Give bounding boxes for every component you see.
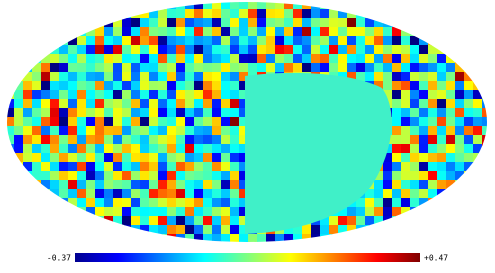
colorbar-label: +0.47: [424, 254, 448, 263]
colorbar: [75, 253, 420, 262]
colorbar-label: -0.37: [47, 254, 71, 263]
masked-region: [245, 72, 392, 234]
